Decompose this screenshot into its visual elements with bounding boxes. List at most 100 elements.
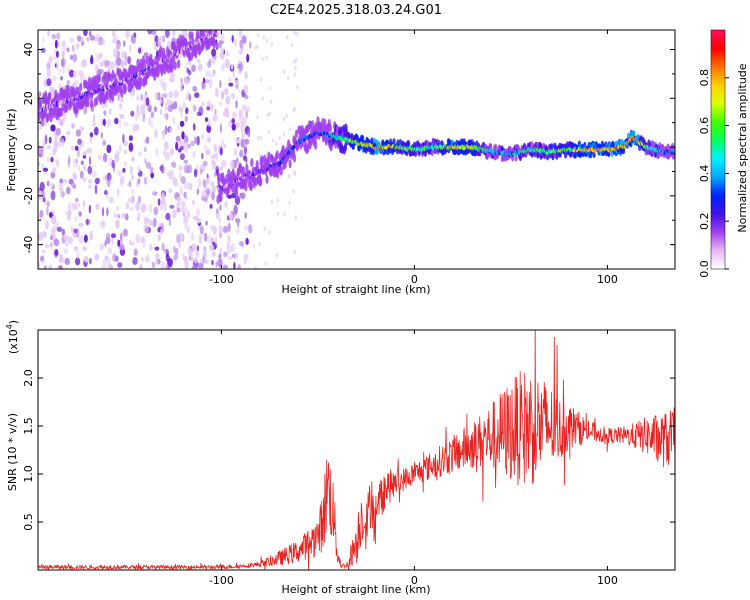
spectrogram-noise-cell [89,56,94,65]
spectrogram-noise-cell [117,214,120,219]
spectrogram-noise-cell [232,71,236,79]
spectrogram-noise-cell [41,249,46,254]
spectrogram-noise-cell [238,240,245,247]
spectrogram-track-cell [211,21,214,30]
spectrogram-track-cell [398,138,402,146]
spectrogram-track-cell [294,129,298,139]
spectrogram-noise-cell [169,204,175,209]
spectrogram-noise-cell [42,197,46,203]
spectrogram-noise-cell [106,178,111,187]
spectrogram-noise-cell [230,243,235,252]
spectrogram-noise-cell [248,41,252,49]
spectrogram-noise-cell [61,118,65,124]
spectrogram-noise-cell [256,33,260,38]
spectrogram-noise-cell [148,117,152,126]
spectrogram-noise-cell [123,149,128,155]
spectrogram-noise-cell [69,37,75,43]
spectrogram-noise-cell [259,135,263,141]
spectrogram-noise-cell [111,233,116,239]
spectrogram-noise-cell [108,196,115,204]
spectrogram-noise-cell [262,35,265,40]
spectrogram-noise-cell [169,149,174,156]
spectrogram-noise-cell [73,228,78,234]
spectrogram-noise-cell [176,207,180,213]
spectrogram-noise-cell [209,73,215,78]
spectrogram-track-cell [530,141,534,148]
spectrogram-noise-cell [270,42,273,47]
spectrogram-noise-cell [74,216,77,222]
spectrogram-noise-cell [228,212,233,221]
spectrogram-noise-cell [149,243,153,251]
spectrogram-noise-cell [215,208,219,214]
spectrogram-noise-cell [83,150,87,156]
spectrogram-noise-cell [205,79,210,84]
spectrogram-noise-cell [201,80,207,90]
spectrogram-noise-cell [38,142,41,147]
spectrogram-noise-cell [49,182,54,188]
spectrogram-noise-cell [130,110,135,117]
spectrogram-noise-cell [172,30,176,37]
spectrogram-noise-cell [40,118,45,127]
spectrogram-noise-cell [190,140,195,147]
spectrogram-noise-cell [48,56,53,65]
spectrogram-noise-cell [42,167,49,172]
spectrogram-noise-cell [152,190,155,196]
spectrogram-track-cell [216,32,219,36]
snr-frame [37,329,676,571]
spectrogram-noise-cell [137,212,141,219]
spectrogram-noise-cell [192,151,196,159]
spectrogram-noise-cell [154,128,158,138]
spectrogram-noise-cell [56,158,60,168]
spectrogram-noise-cell [162,81,167,92]
spectrogram-noise-cell [213,143,217,153]
spectrogram-noise-cell [245,105,251,113]
spectrogram-noise-cell [117,188,120,197]
spectrogram-noise-cell [184,115,188,123]
spectrogram-track-cell [371,148,375,156]
spectrogram-noise-cell [201,133,204,140]
spectrogram-noise-cell [161,93,168,98]
spectrogram-noise-cell [114,154,120,163]
spectrogram-noise-cell [79,170,84,179]
spectrogram-noise-cell [202,179,207,189]
spectrogram-track-cell [392,138,396,145]
spectrogram-noise-cell [61,229,66,236]
spectrogram-noise-cell [282,132,286,137]
spectrogram-noise-cell [148,219,154,226]
spectrogram-noise-cell [117,262,123,268]
spectrogram-noise-cell [159,98,163,104]
spectrogram-noise-cell [71,202,77,211]
spectrogram-noise-cell [175,135,181,142]
spectrogram-noise-cell [271,138,275,143]
spectrogram-noise-cell [38,146,41,156]
spectrogram-noise-cell [81,140,85,148]
spectrogram-track-cell [216,21,219,30]
spectrogram-noise-cell [143,146,147,153]
spectrogram-noise-cell [114,213,118,218]
spectrogram-noise-cell [83,234,88,243]
spectrogram-noise-cell [42,37,45,43]
spectrogram-noise-cell [219,123,222,134]
spectrogram-noise-cell [140,203,147,213]
spectrogram-noise-cell [108,257,111,267]
spectrogram-noise-cell [92,113,96,124]
spectrogram-noise-cell [276,211,280,216]
spectrogram-noise-cell [219,32,225,41]
snr-x-label: Height of straight line (km) [281,583,430,596]
spectrogram-track-cell [215,41,219,51]
spectrogram-track-cell [212,39,216,49]
spectrogram-noise-cell [207,235,212,244]
spectrogram-frame [37,29,676,270]
snr-y-ticks: 0.5 1.0 1.5 2.0 [22,369,675,531]
spectrogram-noise-cell [253,244,256,249]
spectrogram-track-cell [49,113,53,123]
spectrogram-noise-cell [160,164,164,174]
spectrogram-noise-cell [211,186,217,193]
spectrogram-noise-cell [254,45,257,50]
spectrogram-track-cell [244,182,248,192]
spectrogram-track-cell [292,153,297,163]
spectrogram-noise-cell [151,261,156,269]
spectrogram-noise-cell [227,194,232,199]
snr-x-tick-label: 100 [597,574,618,587]
spectrogram-noise-cell [191,264,197,269]
